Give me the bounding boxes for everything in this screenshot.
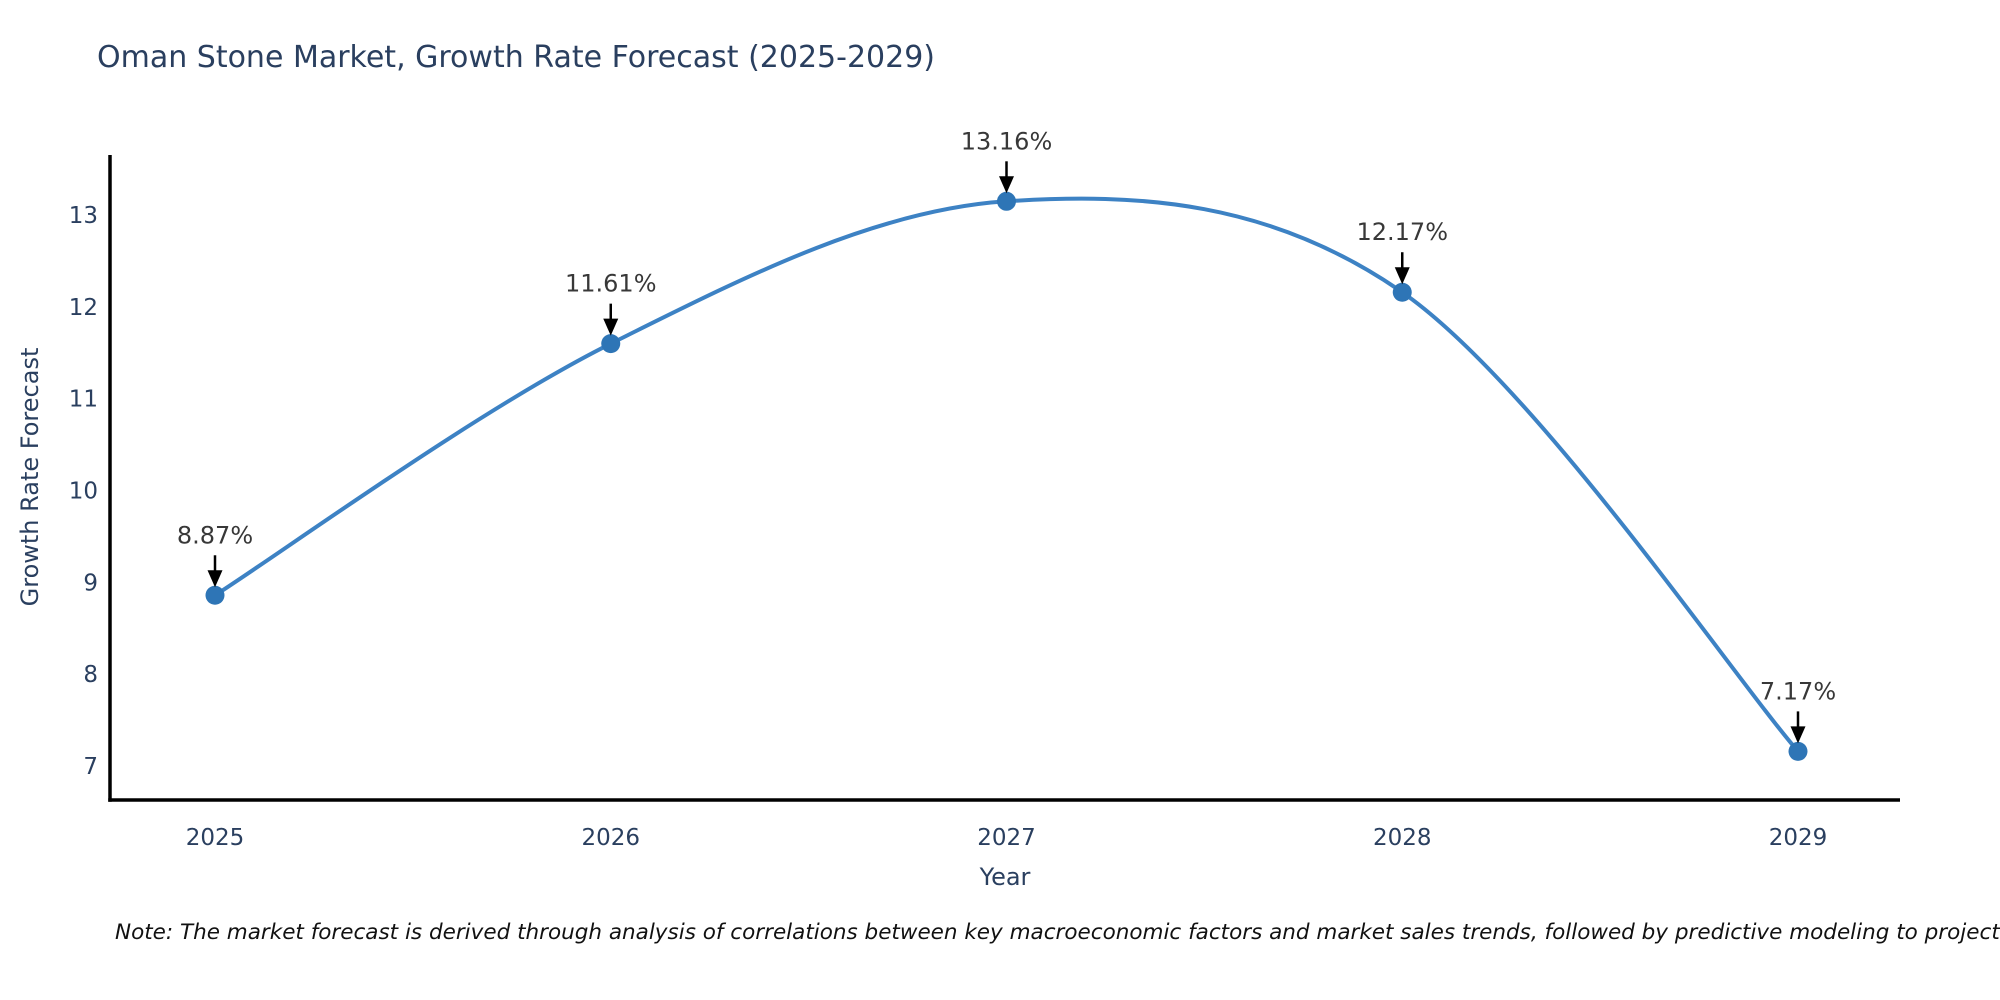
x-tick-label: 2026 <box>581 825 640 851</box>
y-tick-label: 13 <box>69 203 98 229</box>
point-annotation: 13.16% <box>961 127 1053 155</box>
point-annotation: 7.17% <box>1760 677 1836 705</box>
footnote: Note: The market forecast is derived thr… <box>115 920 2000 945</box>
y-tick-label: 7 <box>83 754 98 780</box>
x-axis-title: Year <box>979 863 1031 891</box>
annotation-arrowhead-icon <box>999 176 1014 194</box>
annotation-arrowhead-icon <box>207 570 223 588</box>
data-point-marker <box>997 191 1016 211</box>
point-annotation: 8.87% <box>177 521 253 549</box>
annotation-arrowhead-icon <box>1790 726 1806 744</box>
chart-title: Oman Stone Market, Growth Rate Forecast … <box>97 40 935 75</box>
point-annotation: 12.17% <box>1356 218 1448 246</box>
data-point-marker <box>1392 282 1412 302</box>
annotation-arrowhead-icon <box>1394 267 1410 285</box>
point-annotation: 11.61% <box>565 270 657 298</box>
y-tick-label: 10 <box>69 479 98 505</box>
x-tick-label: 2025 <box>186 825 245 851</box>
y-tick-label: 8 <box>83 662 98 688</box>
y-tick-label: 9 <box>83 570 98 596</box>
trend-line <box>213 196 1800 753</box>
x-tick-label: 2028 <box>1373 825 1432 851</box>
x-tick-label: 2029 <box>1769 825 1828 851</box>
y-tick-label: 12 <box>69 295 98 321</box>
data-point-marker <box>205 585 225 605</box>
y-tick-label: 11 <box>69 387 98 413</box>
annotation-arrowhead-icon <box>603 318 619 336</box>
data-point-marker <box>601 334 621 354</box>
x-tick-label: 2027 <box>977 825 1036 851</box>
data-point-marker <box>1788 741 1808 761</box>
